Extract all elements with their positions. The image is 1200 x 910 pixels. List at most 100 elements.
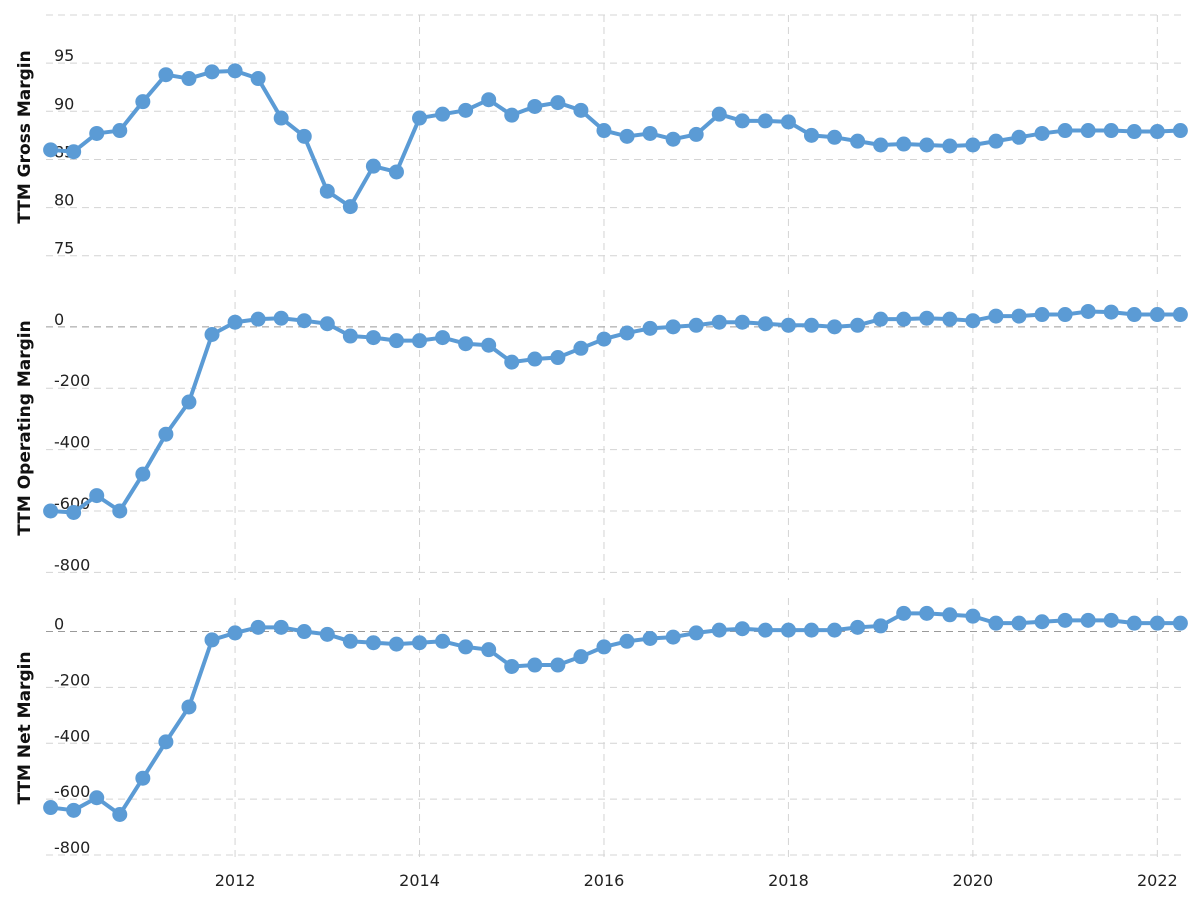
data-point[interactable]: [711, 622, 727, 638]
data-point[interactable]: [296, 128, 312, 144]
data-point[interactable]: [596, 123, 612, 139]
data-point[interactable]: [89, 488, 105, 504]
data-point[interactable]: [43, 142, 59, 158]
data-point[interactable]: [711, 314, 727, 330]
data-point[interactable]: [1011, 615, 1027, 631]
data-point[interactable]: [135, 94, 151, 110]
data-point[interactable]: [873, 618, 889, 634]
data-point[interactable]: [550, 657, 566, 673]
data-point[interactable]: [573, 340, 589, 356]
data-point[interactable]: [181, 394, 197, 410]
data-point[interactable]: [1034, 125, 1050, 141]
data-point[interactable]: [1172, 615, 1188, 631]
data-point[interactable]: [342, 328, 358, 344]
data-point[interactable]: [388, 164, 404, 180]
data-point[interactable]: [273, 310, 289, 326]
data-point[interactable]: [112, 503, 128, 519]
data-point[interactable]: [965, 313, 981, 329]
data-point[interactable]: [757, 113, 773, 129]
data-point[interactable]: [665, 131, 681, 147]
data-point[interactable]: [1034, 614, 1050, 630]
data-point[interactable]: [919, 137, 935, 153]
data-point[interactable]: [1103, 123, 1119, 139]
data-point[interactable]: [642, 320, 658, 336]
data-point[interactable]: [66, 802, 82, 818]
data-point[interactable]: [1011, 308, 1027, 324]
data-point[interactable]: [688, 625, 704, 641]
data-point[interactable]: [319, 626, 335, 642]
data-point[interactable]: [665, 629, 681, 645]
data-point[interactable]: [204, 326, 220, 342]
data-point[interactable]: [757, 622, 773, 638]
data-point[interactable]: [204, 632, 220, 648]
data-point[interactable]: [481, 92, 497, 108]
data-point[interactable]: [227, 63, 243, 79]
data-point[interactable]: [481, 642, 497, 658]
data-point[interactable]: [780, 317, 796, 333]
data-point[interactable]: [1149, 307, 1165, 323]
data-point[interactable]: [919, 605, 935, 621]
data-point[interactable]: [965, 137, 981, 153]
data-point[interactable]: [365, 635, 381, 651]
data-point[interactable]: [296, 313, 312, 329]
data-point[interactable]: [850, 619, 866, 635]
data-point[interactable]: [550, 95, 566, 111]
data-point[interactable]: [780, 622, 796, 638]
data-point[interactable]: [734, 314, 750, 330]
data-point[interactable]: [688, 317, 704, 333]
data-point[interactable]: [1172, 307, 1188, 323]
data-point[interactable]: [227, 314, 243, 330]
data-point[interactable]: [435, 330, 451, 346]
data-point[interactable]: [1126, 307, 1142, 323]
data-point[interactable]: [803, 622, 819, 638]
data-point[interactable]: [1057, 612, 1073, 628]
data-point[interactable]: [181, 699, 197, 715]
data-point[interactable]: [388, 333, 404, 349]
data-point[interactable]: [1172, 123, 1188, 139]
data-point[interactable]: [481, 337, 497, 353]
data-point[interactable]: [573, 649, 589, 665]
data-point[interactable]: [619, 633, 635, 649]
data-point[interactable]: [803, 317, 819, 333]
data-point[interactable]: [204, 64, 220, 80]
data-point[interactable]: [919, 310, 935, 326]
data-point[interactable]: [988, 308, 1004, 324]
data-point[interactable]: [527, 657, 543, 673]
data-point[interactable]: [988, 615, 1004, 631]
data-point[interactable]: [873, 137, 889, 153]
data-point[interactable]: [827, 319, 843, 335]
data-point[interactable]: [342, 199, 358, 215]
data-point[interactable]: [273, 619, 289, 635]
data-point[interactable]: [435, 106, 451, 122]
data-point[interactable]: [665, 319, 681, 335]
data-point[interactable]: [412, 635, 428, 651]
data-point[interactable]: [388, 636, 404, 652]
data-point[interactable]: [1080, 123, 1096, 139]
data-point[interactable]: [227, 625, 243, 641]
data-point[interactable]: [642, 631, 658, 647]
data-point[interactable]: [319, 183, 335, 199]
data-point[interactable]: [1103, 612, 1119, 628]
data-point[interactable]: [803, 127, 819, 143]
data-point[interactable]: [66, 144, 82, 160]
data-point[interactable]: [412, 110, 428, 126]
data-point[interactable]: [273, 110, 289, 126]
data-point[interactable]: [158, 67, 174, 83]
data-point[interactable]: [1080, 612, 1096, 628]
data-point[interactable]: [43, 800, 59, 816]
data-point[interactable]: [342, 633, 358, 649]
data-point[interactable]: [1149, 124, 1165, 140]
data-point[interactable]: [734, 113, 750, 129]
data-point[interactable]: [873, 311, 889, 327]
data-point[interactable]: [942, 607, 958, 623]
data-point[interactable]: [965, 608, 981, 624]
data-point[interactable]: [112, 123, 128, 139]
data-point[interactable]: [1126, 124, 1142, 140]
data-point[interactable]: [942, 311, 958, 327]
data-point[interactable]: [135, 466, 151, 482]
data-point[interactable]: [896, 605, 912, 621]
data-point[interactable]: [619, 325, 635, 341]
data-point[interactable]: [1057, 307, 1073, 323]
data-point[interactable]: [527, 351, 543, 367]
data-point[interactable]: [1103, 304, 1119, 320]
